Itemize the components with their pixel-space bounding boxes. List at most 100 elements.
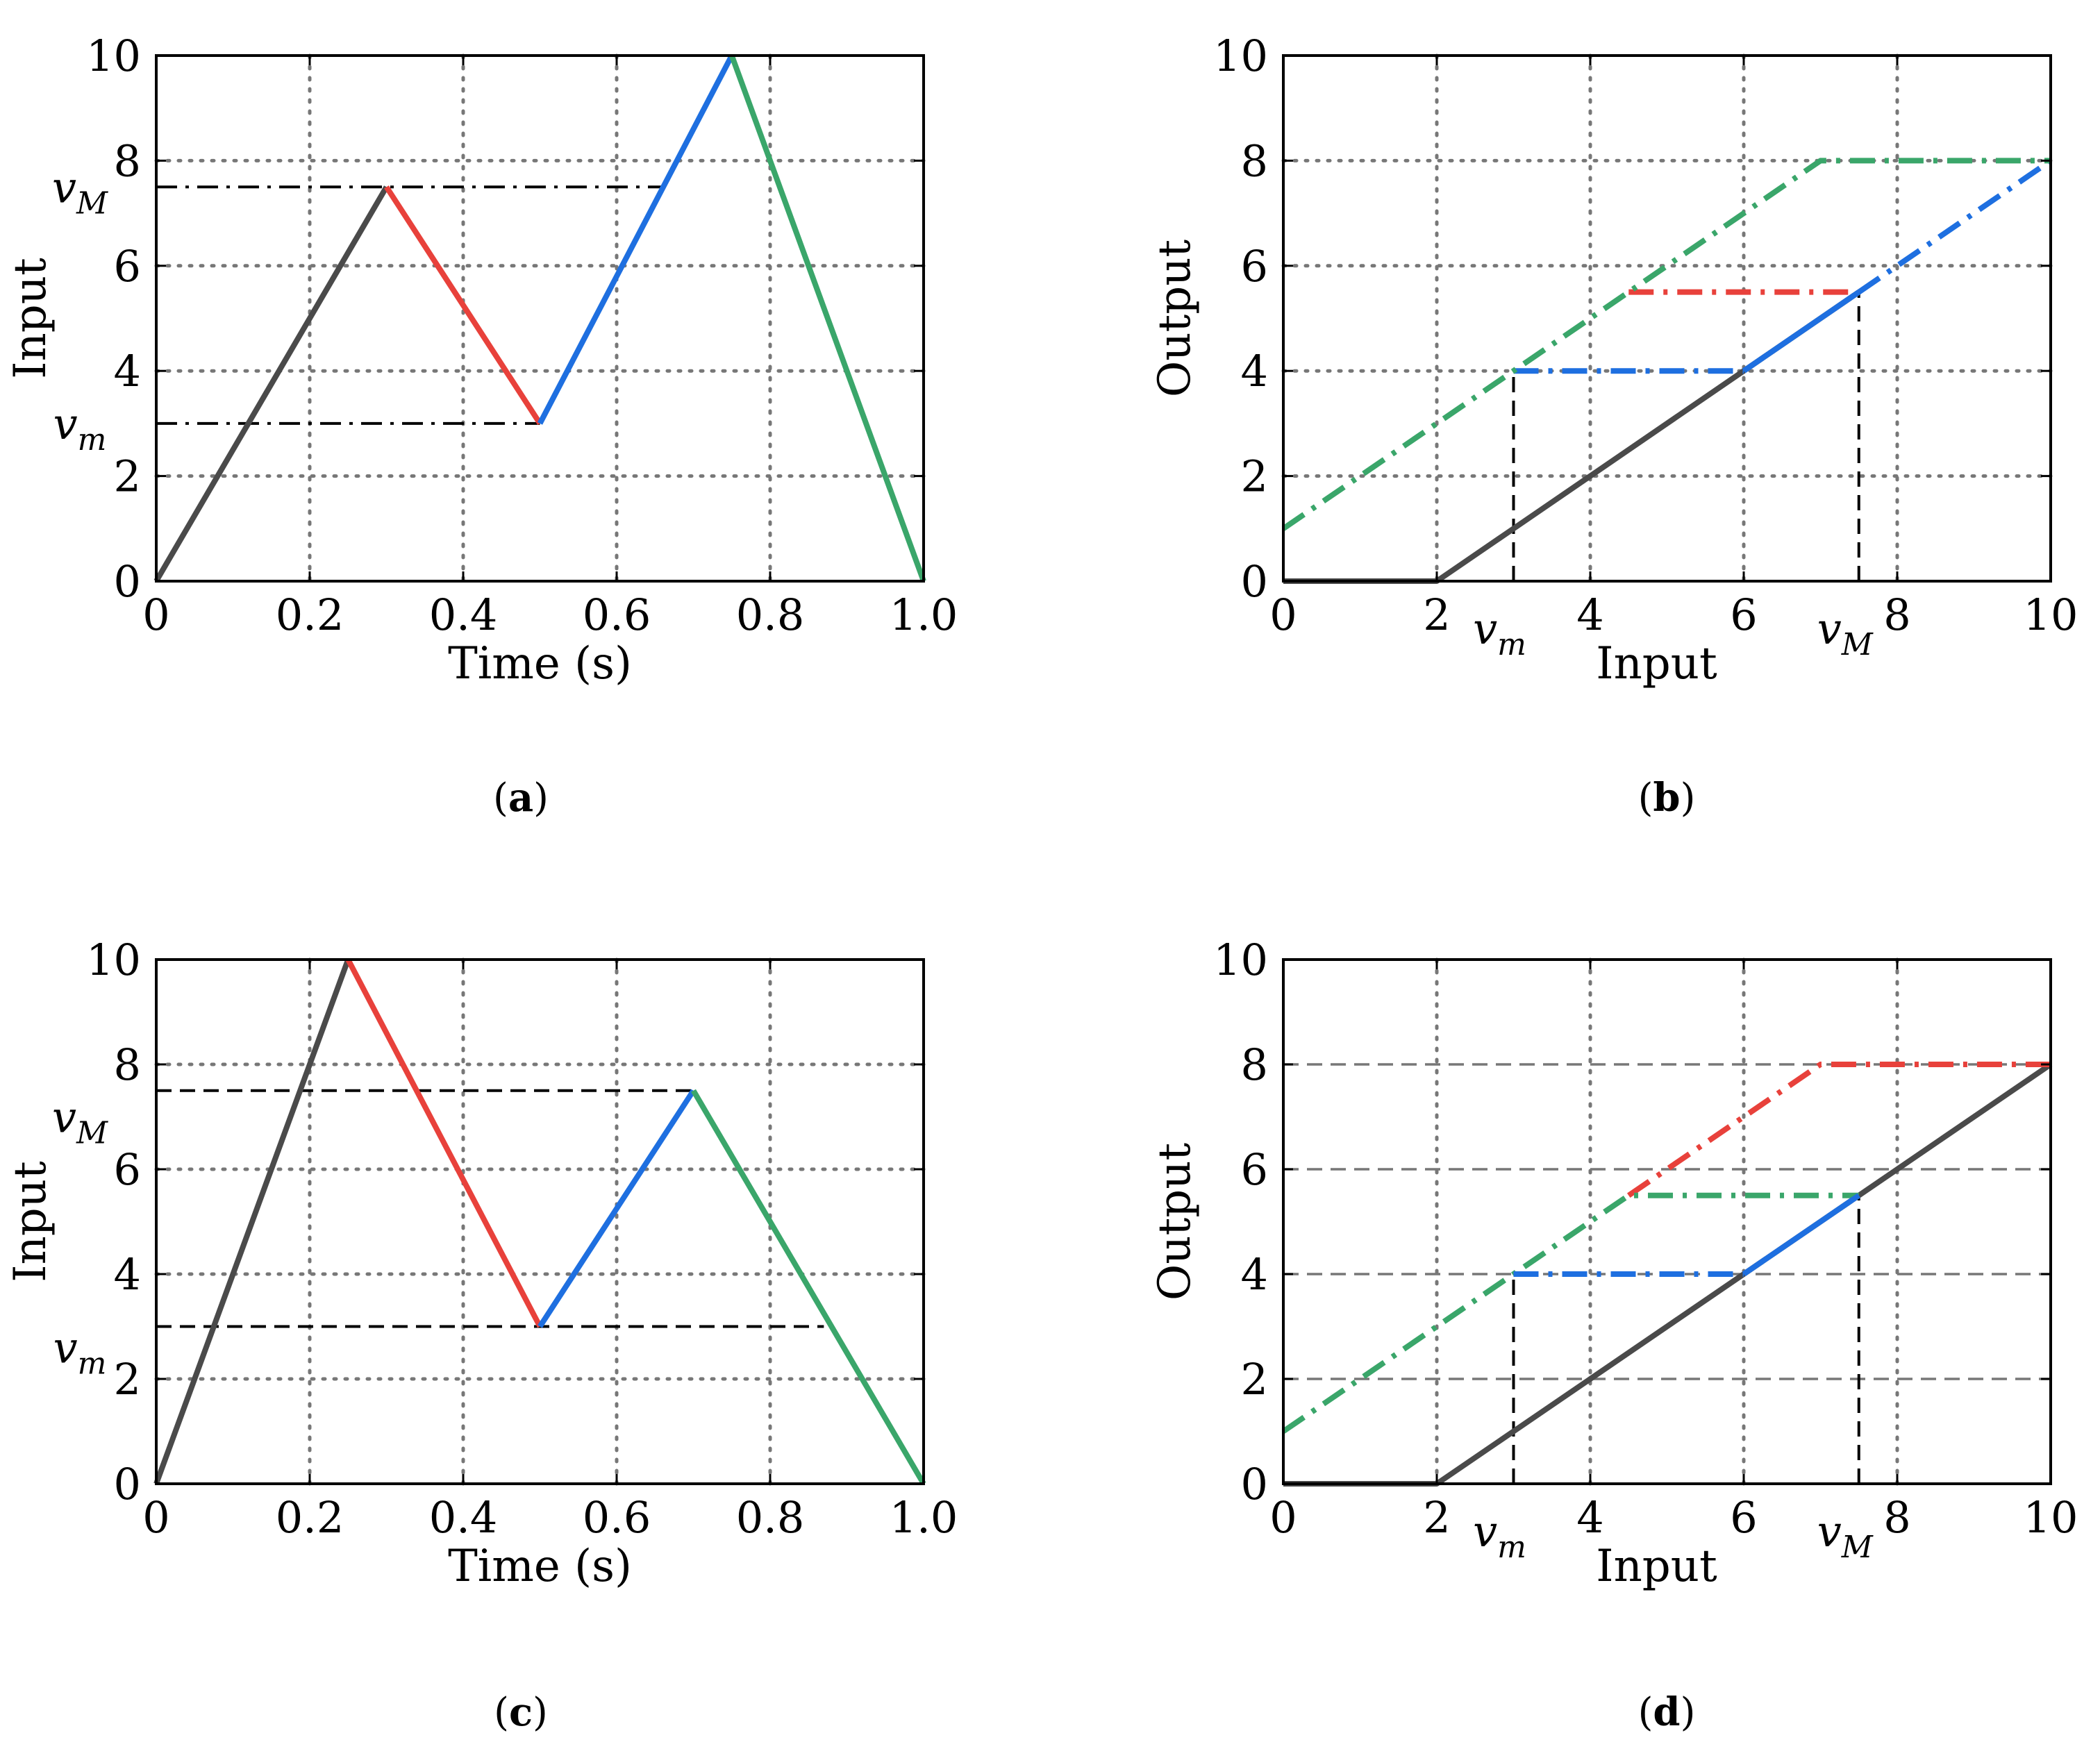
caption-close: )	[1681, 776, 1696, 821]
caption-open: (	[1638, 776, 1653, 821]
guide-lines	[156, 1089, 824, 1328]
x-axis-label: Input	[1596, 1541, 1717, 1592]
annotation-base: v	[53, 399, 78, 449]
annotation-subscript: M	[1841, 1530, 1874, 1565]
series	[1281, 158, 2053, 584]
x-axis-label: Input	[1596, 638, 1717, 689]
caption-letter: c	[509, 1689, 533, 1735]
y-tick-label: 4	[1241, 1249, 1268, 1300]
plot-frame	[1282, 958, 2052, 1485]
x-axis-label: Time (s)	[448, 1541, 632, 1592]
vm-label: vm	[1473, 1506, 1526, 1565]
annotation-base: v	[52, 162, 76, 212]
x-tick-label: 0.4	[429, 1492, 498, 1543]
x-tick-label: 0	[1269, 1492, 1297, 1543]
annotation-subscript: m	[78, 1346, 107, 1382]
series	[153, 958, 926, 1486]
annotation-base: v	[52, 1092, 76, 1143]
annotation-subscript: m	[78, 422, 107, 458]
caption-letter: b	[1653, 775, 1680, 821]
series-red-branch	[1626, 1062, 2051, 1198]
x-tick-label: 2	[1423, 589, 1450, 640]
guide-lines	[1512, 1195, 1860, 1484]
x-tick-label: 10	[2024, 1492, 2078, 1543]
y-tick-label: 8	[114, 135, 141, 186]
plot-frame	[1282, 54, 2052, 583]
caption-open: (	[493, 776, 508, 821]
y-tick-label: 2	[114, 451, 141, 502]
caption-letter: a	[508, 775, 533, 821]
annotation-subscript: M	[1841, 627, 1874, 662]
y-tick-label: 10	[1213, 935, 1268, 985]
series-fall-1	[384, 185, 542, 426]
caption-open: (	[494, 1690, 509, 1735]
annotation-subscript: m	[1497, 627, 1526, 662]
series-rise-1	[153, 185, 389, 583]
x-tick-label: 4	[1576, 1492, 1603, 1543]
annotation-base: v	[1473, 1506, 1497, 1557]
x-tick-label: 8	[1883, 1492, 1910, 1543]
gridlines	[154, 957, 926, 1486]
guide-lines	[156, 185, 663, 425]
annotation-base: v	[1817, 1506, 1842, 1557]
ticks: 0 2 4 6 8 10 0 2 4 6 8 10	[1213, 935, 2078, 1543]
series-blue-branch-rise	[1742, 290, 1861, 374]
y-tick-label: 4	[114, 346, 141, 396]
series-blue-branch-end	[1857, 158, 2053, 294]
y-tick-label: 2	[1241, 451, 1268, 502]
vm-label: vm	[53, 399, 107, 458]
series-green-branch-flat	[1281, 1192, 1859, 1434]
caption-open: (	[1638, 1690, 1653, 1735]
panel-caption: (a)	[493, 775, 549, 821]
vm-label: vm	[1473, 603, 1526, 662]
vM-label: vM	[1817, 603, 1874, 662]
y-tick-label: 8	[114, 1039, 141, 1090]
gridlines	[1281, 53, 2053, 583]
x-tick-label: 0.8	[736, 1492, 805, 1543]
y-tick-label: 2	[114, 1354, 141, 1405]
caption-close: )	[533, 776, 549, 821]
caption-close: )	[533, 1690, 548, 1735]
caption-close: )	[1681, 1690, 1696, 1735]
x-tick-label: 1.0	[890, 1492, 958, 1543]
y-tick-label: 6	[1241, 1144, 1268, 1195]
x-tick-label: 0.8	[736, 589, 805, 640]
guide-lines	[1512, 292, 1860, 581]
plot-frame	[155, 54, 925, 583]
y-tick-label: 6	[114, 1144, 141, 1195]
y-tick-label: 10	[86, 935, 141, 985]
series	[153, 54, 926, 583]
series-fall-2	[691, 1089, 926, 1486]
panel-caption: (b)	[1638, 775, 1696, 821]
series-rise-1	[153, 958, 351, 1485]
annotation-subscript: m	[1497, 1530, 1526, 1565]
vM-label: vM	[52, 162, 108, 221]
x-tick-label: 6	[1730, 589, 1757, 640]
y-tick-label: 0	[114, 556, 141, 607]
series-green-branch	[1281, 158, 2051, 531]
y-axis-label: Input	[5, 258, 56, 379]
vM-label: vM	[52, 1092, 108, 1151]
caption-letter: d	[1653, 1689, 1680, 1735]
plot-frame	[155, 958, 925, 1485]
series-fall-2	[728, 54, 926, 583]
y-axis-label: Output	[1149, 1143, 1201, 1301]
ticks: 0 0.2 0.4 0.6 0.8 1.0 0 2 4 6 8 10	[86, 31, 958, 640]
y-tick-label: 8	[1241, 135, 1268, 186]
y-tick-label: 8	[1241, 1039, 1268, 1090]
y-tick-label: 0	[1241, 1459, 1268, 1509]
panel-caption: (d)	[1638, 1689, 1696, 1735]
annotation-subscript: M	[76, 1116, 108, 1151]
y-tick-label: 10	[86, 31, 141, 81]
x-tick-label: 0	[1269, 589, 1297, 640]
x-tick-label: 0.6	[583, 589, 651, 640]
panel-caption: (c)	[494, 1689, 548, 1735]
y-tick-label: 2	[1241, 1354, 1268, 1405]
x-tick-label: 0.6	[583, 1492, 651, 1543]
ticks: 0 0.2 0.4 0.6 0.8 1.0 0 2 4 6 8 10	[86, 935, 958, 1543]
y-tick-label: 0	[1241, 556, 1268, 607]
x-tick-label: 0.2	[276, 589, 344, 640]
vm-label: vm	[53, 1323, 107, 1382]
